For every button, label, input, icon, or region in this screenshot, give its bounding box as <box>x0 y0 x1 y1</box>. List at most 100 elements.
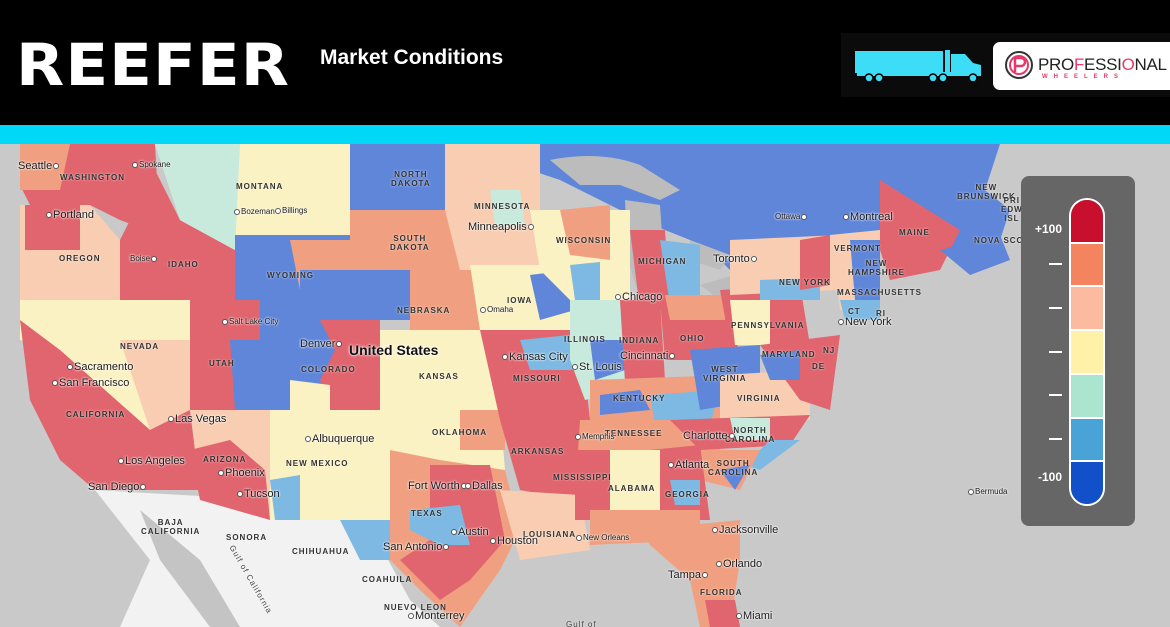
region-label: NEVADA <box>120 342 160 351</box>
region-label: SOUTH DAKOTA <box>390 234 430 252</box>
region-label: MISSISSIPPI <box>553 473 612 482</box>
page-subtitle: Market Conditions <box>320 46 504 69</box>
city-label: New Orleans <box>576 533 629 542</box>
region-label: RI <box>876 309 886 318</box>
city-label: Portland <box>46 209 94 221</box>
legend-step-swatch <box>1071 331 1103 375</box>
region-label: MISSOURI <box>513 374 561 383</box>
brand-tagline: WHEELERS <box>1042 74 1125 80</box>
region-label: FLORIDA <box>700 588 743 597</box>
region-label: GEORGIA <box>665 490 710 499</box>
city-label: Jacksonville <box>712 524 778 536</box>
region-label: SONORA <box>226 533 268 542</box>
country-label: United States <box>349 342 439 358</box>
city-label: Miami <box>736 610 772 622</box>
region-label: WISCONSIN <box>556 236 612 245</box>
city-label: Sacramento <box>67 361 133 373</box>
city-label: Kansas City <box>502 351 568 363</box>
legend-step-swatch <box>1071 287 1103 332</box>
city-label: Albuquerque <box>305 433 374 445</box>
city-label: Dallas <box>465 480 503 492</box>
legend-tick <box>1049 394 1062 396</box>
region-label: MARYLAND <box>762 350 816 359</box>
region-label: INDIANA <box>619 336 660 345</box>
legend-min-label: -100 <box>1037 470 1062 484</box>
region-label: WASHINGTON <box>60 173 125 182</box>
region-label: NORTH DAKOTA <box>391 170 431 188</box>
choropleth-map[interactable]: United States WASHINGTON OREGON IDAHO MONTA… <box>0 144 1170 627</box>
page-title: REEFER <box>16 31 291 99</box>
city-label: Tampa <box>668 569 708 581</box>
city-label: Ottawa <box>775 212 807 221</box>
region-label: NEBRASKA <box>397 306 451 315</box>
city-label: Memphis <box>575 432 614 441</box>
region-label: MICHIGAN <box>638 257 687 266</box>
region-label: KENTUCKY <box>613 394 666 403</box>
city-label: San Francisco <box>52 377 129 389</box>
city-label: Tucson <box>237 488 280 500</box>
region-label: NEW BRUNSWICK <box>957 183 1016 201</box>
city-label: Montreal <box>843 211 893 223</box>
region-label: ARIZONA <box>203 455 247 464</box>
region-label: OREGON <box>59 254 101 263</box>
region-label: WEST VIRGINIA <box>703 365 747 383</box>
city-label: Cincinnati <box>620 350 675 362</box>
region-label: PENNSYLVANIA <box>731 321 805 330</box>
city-label: San Antonio <box>383 541 449 553</box>
region-label: COAHUILA <box>362 575 413 584</box>
city-label: Denver <box>300 338 342 350</box>
city-label: Fort Worth <box>408 480 467 492</box>
city-label: Omaha <box>480 305 513 314</box>
region-label: WYOMING <box>267 271 314 280</box>
city-label: Toronto <box>713 253 757 265</box>
city-label: St. Louis <box>572 361 622 373</box>
city-label: Phoenix <box>218 467 265 479</box>
legend-step-swatch <box>1071 462 1103 504</box>
region-label: ALABAMA <box>608 484 656 493</box>
region-label: NOVA SCO <box>974 236 1024 245</box>
city-label: Minneapolis <box>468 221 534 233</box>
region-label: CALIFORNIA <box>66 410 126 419</box>
region-label: CHIHUAHUA <box>292 547 350 556</box>
region-label: OHIO <box>680 334 705 343</box>
brand-mark-icon <box>1005 51 1033 79</box>
region-label: BAJA CALIFORNIA <box>141 518 201 536</box>
city-label: San Diego <box>88 481 146 493</box>
city-label: Atlanta <box>668 459 709 471</box>
city-label: Las Vegas <box>168 413 226 425</box>
legend-tick <box>1049 438 1062 440</box>
region-label: DE <box>812 362 826 371</box>
region-label: MASSACHUSETTS <box>837 288 923 297</box>
region-label: NEW HAMPSHIRE <box>848 259 906 277</box>
accent-bar <box>0 125 1170 144</box>
region-label: SOUTH CAROLINA <box>708 459 759 477</box>
region-label: NEW MEXICO <box>286 459 349 468</box>
city-label: Bozeman <box>234 207 275 216</box>
city-label: Austin <box>451 526 489 538</box>
region-label: ILLINOIS <box>564 335 606 344</box>
city-label: Charlotte <box>683 430 735 442</box>
region-label: CT <box>848 307 861 316</box>
region-label: COLORADO <box>301 365 356 374</box>
city-label: Los Angeles <box>118 455 185 467</box>
city-label: Chicago <box>615 291 662 303</box>
region-label: OKLAHOMA <box>432 428 488 437</box>
legend-step-swatch <box>1071 200 1103 244</box>
city-label: Seattle <box>18 160 59 172</box>
region-label: MAINE <box>899 228 930 237</box>
region-label: VIRGINIA <box>737 394 781 403</box>
city-label: Orlando <box>716 558 762 570</box>
region-label: MONTANA <box>236 182 284 191</box>
region-label: VERMONT <box>834 244 881 253</box>
legend-step-swatch <box>1071 243 1103 288</box>
region-label: TENNESSEE <box>605 429 663 438</box>
legend-step-swatch <box>1071 418 1103 463</box>
map-regions <box>0 144 1010 627</box>
city-label: Salt Lake City <box>222 317 278 326</box>
city-label: Bermuda <box>968 487 1007 496</box>
region-label: NEW YORK <box>779 278 831 287</box>
region-label: TEXAS <box>411 509 443 518</box>
legend-tick <box>1049 263 1062 265</box>
region-label: NUEVO LEON <box>384 603 447 612</box>
header-banner: REEFER Market Conditions PROFESSIONAL WH… <box>0 0 1170 125</box>
